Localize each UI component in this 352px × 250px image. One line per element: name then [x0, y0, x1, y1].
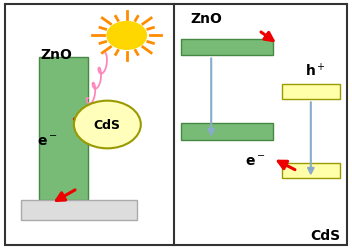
FancyBboxPatch shape: [282, 84, 340, 100]
Text: CdS: CdS: [310, 228, 341, 242]
FancyBboxPatch shape: [5, 5, 347, 245]
Text: h$^+$: h$^+$: [304, 62, 326, 78]
FancyBboxPatch shape: [181, 40, 273, 56]
FancyBboxPatch shape: [39, 58, 88, 200]
Circle shape: [74, 101, 141, 149]
Circle shape: [106, 22, 147, 51]
Text: e$^-$: e$^-$: [245, 154, 265, 168]
Text: ZnO: ZnO: [190, 12, 222, 26]
Text: ZnO: ZnO: [40, 48, 72, 62]
Text: CdS: CdS: [94, 118, 121, 132]
FancyBboxPatch shape: [282, 163, 340, 179]
FancyBboxPatch shape: [21, 200, 137, 220]
FancyBboxPatch shape: [181, 124, 273, 140]
Text: e$^-$: e$^-$: [37, 134, 58, 148]
